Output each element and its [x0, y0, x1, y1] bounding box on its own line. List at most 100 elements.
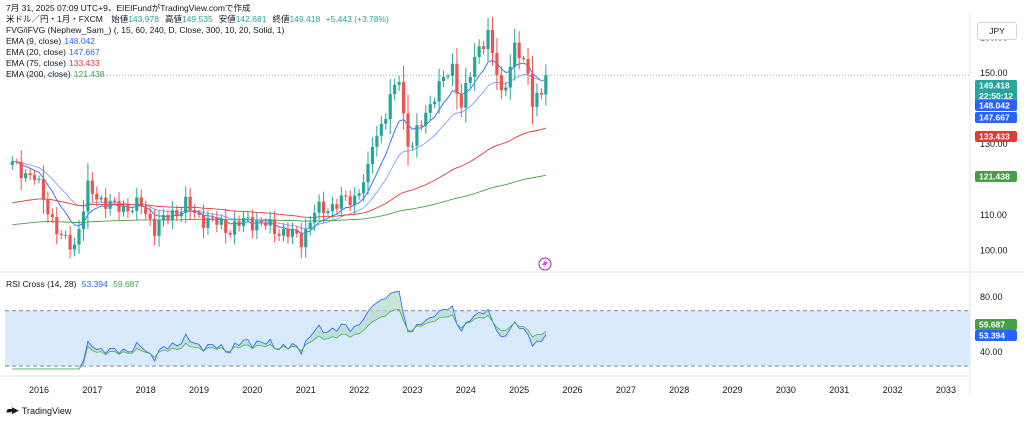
- candle-body: [299, 233, 303, 248]
- candle-body: [535, 92, 539, 107]
- candle-body: [486, 30, 490, 50]
- indicator-label: EMA (9, close): [6, 36, 62, 46]
- candle-body: [455, 63, 459, 94]
- candle-body: [357, 193, 361, 196]
- rsi-badge: [975, 319, 1017, 330]
- price-badge: [975, 100, 1017, 111]
- candle-body: [353, 195, 357, 206]
- year-tick-label: 2023: [402, 385, 422, 395]
- candle-body: [255, 220, 259, 231]
- indicator-value: 148.042: [64, 36, 96, 46]
- rsi-badge-label: 59.687: [979, 320, 1005, 330]
- indicator-legend[interactable]: FVG/iFVG (Nephew_Sam_) (, 15, 60, 240, D…: [6, 25, 284, 36]
- year-tick-label: 2031: [829, 385, 849, 395]
- indicator-legend[interactable]: EMA (75, close) 133.433: [6, 58, 100, 69]
- rsi-value-1: 53.394: [81, 279, 108, 289]
- candle-body: [521, 58, 526, 60]
- currency-label[interactable]: JPY: [977, 22, 1017, 40]
- candle-body: [95, 193, 99, 200]
- candle-body: [273, 219, 277, 234]
- candle-body: [139, 197, 143, 207]
- price-badge-label: 133.433: [979, 132, 1010, 142]
- candle-body: [446, 75, 450, 77]
- candle-body: [433, 101, 437, 105]
- candle-body: [104, 197, 108, 209]
- candle-body: [152, 219, 157, 236]
- indicator-value: 147.667: [69, 47, 100, 57]
- candle-body: [121, 205, 126, 212]
- candle-body: [197, 212, 201, 215]
- candle-body: [370, 146, 375, 164]
- candle-body: [317, 201, 321, 213]
- price-badge-label: 121.438: [979, 172, 1010, 182]
- candle-body: [495, 52, 499, 76]
- candle-body: [308, 222, 312, 229]
- year-tick-label: 2022: [349, 385, 369, 395]
- year-tick-label: 2027: [616, 385, 636, 395]
- candle-body: [361, 182, 366, 194]
- candle-body: [281, 228, 286, 236]
- time-axis[interactable]: 2016 2017 2018 2019 2020 2021 2022 2023 2024 2025…: [29, 385, 956, 395]
- candle-body: [508, 66, 512, 88]
- candle-body: [477, 46, 481, 57]
- price-badge-label: 149.418: [979, 81, 1010, 91]
- candle-body: [19, 161, 23, 179]
- candle-body: [481, 46, 486, 50]
- ohlc-value: 149.535: [181, 14, 213, 24]
- symbol-label[interactable]: 米ドル／円・1月・FXCM: [6, 14, 103, 24]
- candle-body: [419, 125, 423, 127]
- year-tick-label: 2018: [136, 385, 156, 395]
- price-badge: [975, 112, 1017, 123]
- tradingview-logo[interactable]: ▰▶ TradingView: [6, 405, 71, 416]
- ohlc-value: 142.681: [235, 14, 267, 24]
- candle-body: [59, 234, 63, 236]
- candle-body: [517, 42, 521, 59]
- candle-body: [32, 175, 37, 180]
- rsi-pane: [5, 290, 970, 370]
- alert-bolt-glyph: [542, 259, 548, 269]
- candle-body: [50, 214, 54, 218]
- candle-body: [117, 201, 121, 212]
- candle-body: [375, 135, 379, 147]
- candle-body: [144, 206, 148, 214]
- candle-body: [188, 196, 192, 211]
- candle-body: [330, 204, 335, 212]
- ohlc-line: 米ドル／円・1月・FXCM 始値143.978 高値149.535 安値142.68…: [6, 14, 389, 25]
- candle-body: [264, 222, 268, 226]
- year-tick-label: 2032: [883, 385, 903, 395]
- candle-body: [15, 161, 19, 163]
- ohlc-key: 終値: [272, 14, 290, 24]
- rsi-value-2: 59.687: [113, 279, 140, 289]
- candle-body: [499, 75, 503, 91]
- candle-body: [530, 73, 535, 107]
- candle-body: [55, 217, 59, 235]
- rsi-legend: RSI Cross (14, 28) 53.394 59.687: [6, 279, 139, 290]
- candle-body: [410, 145, 415, 147]
- candle-body: [344, 195, 348, 197]
- alert-bolt-icon: [538, 257, 552, 271]
- indicator-label: EMA (20, close): [6, 47, 66, 57]
- candle-body: [86, 180, 90, 212]
- candle-body: [335, 204, 339, 209]
- candle-body: [46, 199, 50, 215]
- candle-body: [170, 210, 174, 220]
- year-tick-label: 2024: [456, 385, 476, 395]
- rsi-title[interactable]: RSI Cross (14, 28): [6, 279, 77, 289]
- candle-body: [397, 81, 401, 85]
- candle-body: [77, 229, 81, 245]
- candle-body: [246, 217, 250, 219]
- rsi-tick-label: 40.00: [980, 347, 1003, 357]
- year-tick-label: 2030: [776, 385, 796, 395]
- indicator-legend[interactable]: EMA (9, close) 148.042: [6, 36, 95, 47]
- indicator-value: 121.438: [73, 69, 105, 79]
- indicator-legend[interactable]: EMA (20, close) 147.667: [6, 47, 100, 58]
- created-line: 7月 31, 2025 07:09 UTC+9、EIEIFundがTrading…: [6, 3, 251, 13]
- rsi-tick-label: 80.00: [980, 292, 1003, 302]
- indicator-label: EMA (75, close): [6, 58, 66, 68]
- candle-body: [468, 76, 472, 83]
- candle-body: [206, 217, 210, 228]
- candle-body: [277, 233, 281, 236]
- indicator-legend[interactable]: EMA (200, close) 121.438: [6, 69, 104, 80]
